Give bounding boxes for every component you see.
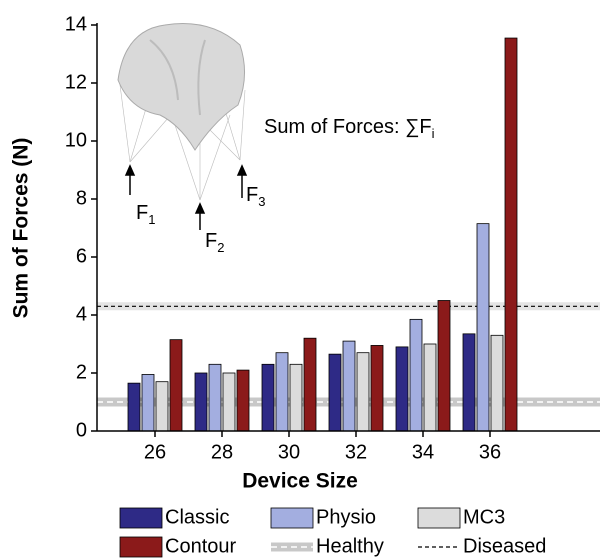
bar	[438, 301, 450, 432]
bar	[290, 364, 302, 431]
legend-swatch	[271, 508, 313, 528]
y-tick-label: 6	[76, 245, 87, 267]
bar	[128, 383, 140, 431]
legend-label: Healthy	[316, 535, 384, 557]
y-tick-label: 0	[76, 419, 87, 441]
annotation-subscript: 2	[217, 240, 224, 255]
bar	[142, 374, 154, 431]
y-tick-label: 12	[65, 71, 87, 93]
bar	[477, 224, 489, 431]
x-tick-label: 34	[412, 441, 434, 463]
legend-swatch	[120, 537, 162, 557]
chart: Device Size Sum of Forces (N) 0246810121…	[0, 0, 604, 559]
bar	[156, 382, 168, 431]
bar	[237, 370, 249, 431]
bar	[304, 338, 316, 431]
x-tick-label: 36	[479, 441, 501, 463]
annotation-text: Sum of Forces: ∑F	[264, 116, 432, 138]
bar	[195, 373, 207, 431]
bar	[371, 345, 383, 431]
y-tick-label: 8	[76, 187, 87, 209]
bar	[329, 354, 341, 431]
x-tick-label: 30	[278, 441, 300, 463]
legend-label: Diseased	[463, 535, 546, 557]
legend-swatch	[120, 508, 162, 528]
annotation-text: F	[246, 184, 258, 206]
legend-label: Physio	[316, 506, 376, 528]
annotation: F3	[246, 184, 265, 209]
bar	[463, 334, 475, 431]
y-tick-label: 10	[65, 129, 87, 151]
bar	[491, 335, 503, 431]
annotation-text: F	[136, 202, 148, 224]
y-axis-title: Sum of Forces (N)	[10, 138, 33, 319]
annotation-subscript: 3	[258, 194, 265, 209]
y-tick-label: 2	[76, 361, 87, 383]
valve-illustration	[118, 24, 246, 230]
bar	[262, 364, 274, 431]
bar	[170, 340, 182, 431]
legend-swatch	[418, 508, 460, 528]
bar	[223, 373, 235, 431]
bar	[343, 341, 355, 431]
y-tick-label: 4	[76, 303, 87, 325]
bar	[396, 347, 408, 431]
x-axis-title: Device Size	[242, 470, 358, 493]
bar	[276, 353, 288, 431]
y-tick-label: 14	[65, 13, 87, 35]
x-tick-label: 26	[144, 441, 166, 463]
bar	[410, 319, 422, 431]
bar	[424, 344, 436, 431]
annotation: F2	[205, 230, 224, 255]
legend-label: Contour	[165, 535, 236, 557]
annotation: F1	[136, 202, 155, 227]
legend-label: MC3	[463, 506, 505, 528]
annotation-text: F	[205, 230, 217, 252]
legend-label: Classic	[165, 506, 229, 528]
x-tick-label: 32	[345, 441, 367, 463]
x-tick-label: 28	[211, 441, 233, 463]
annotation-subscript: i	[432, 126, 435, 141]
bar	[357, 353, 369, 431]
bar	[505, 38, 517, 431]
annotation: Sum of Forces: ∑Fi	[264, 116, 435, 141]
bar	[209, 364, 221, 431]
annotation-subscript: 1	[148, 212, 155, 227]
